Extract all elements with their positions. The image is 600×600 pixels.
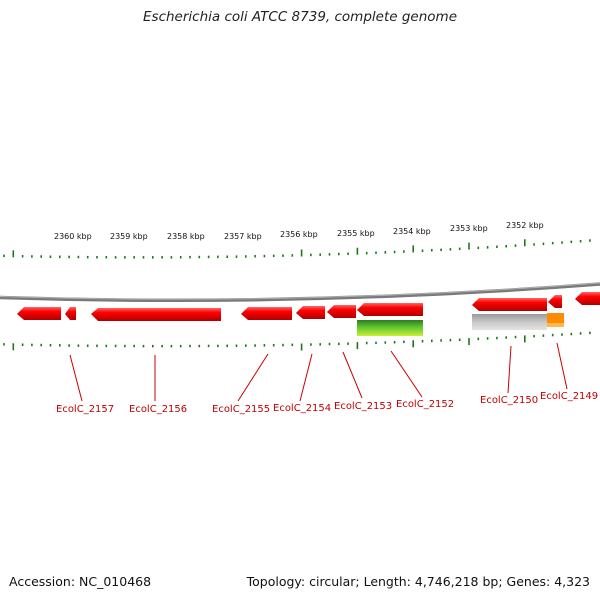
- scale-ticks-top: [3, 239, 591, 259]
- scale-label: 2358 kbp: [167, 232, 205, 241]
- scale-ticks-bottom: [3, 331, 591, 351]
- scale-label: 2353 kbp: [450, 224, 488, 233]
- gene-arrows: [17, 292, 600, 321]
- genome-title: Escherichia coli ATCC 8739, complete gen…: [143, 9, 457, 25]
- gene-arrow[interactable]: [575, 292, 600, 305]
- cds-feature-orange-shade: [547, 323, 564, 327]
- gene-arrow[interactable]: [65, 307, 76, 320]
- gene-label[interactable]: EcolC_2157: [56, 404, 114, 415]
- gene-label-lines: [69, 342, 568, 402]
- gene-label[interactable]: EcolC_2150: [480, 395, 538, 406]
- gene-arrow[interactable]: [472, 298, 547, 311]
- gene-arrow[interactable]: [357, 303, 423, 316]
- cds-feature-grey[interactable]: [472, 314, 547, 330]
- gene-arrow[interactable]: [296, 306, 325, 319]
- gene-label[interactable]: EcolC_2153: [334, 401, 392, 412]
- gene-label[interactable]: EcolC_2156: [129, 404, 187, 415]
- accession-text: Accession: NC_010468: [9, 574, 152, 589]
- gene-label[interactable]: EcolC_2155: [212, 404, 270, 415]
- scale-label: 2356 kbp: [280, 230, 318, 239]
- gene-label[interactable]: EcolC_2149: [540, 391, 598, 402]
- gene-label[interactable]: EcolC_2152: [396, 399, 454, 410]
- gene-arrow[interactable]: [241, 307, 292, 320]
- genome-summary-text: Topology: circular; Length: 4,746,218 bp…: [246, 574, 590, 589]
- scale-label: 2352 kbp: [506, 221, 544, 230]
- scale-label: 2354 kbp: [393, 227, 431, 236]
- scale-label: 2355 kbp: [337, 229, 375, 238]
- gene-arrow[interactable]: [548, 295, 562, 308]
- genome-backbone-highlight: [0, 282, 600, 300]
- gene-arrow[interactable]: [327, 305, 356, 318]
- gene-arrow[interactable]: [17, 307, 61, 320]
- gene-label[interactable]: EcolC_2154: [273, 403, 331, 414]
- cds-feature-green[interactable]: [357, 320, 423, 336]
- scale-label: 2357 kbp: [224, 232, 262, 241]
- genome-backbone: [0, 282, 600, 303]
- gene-arrow[interactable]: [91, 308, 221, 321]
- scale-label: 2359 kbp: [110, 232, 148, 241]
- scale-label: 2360 kbp: [54, 232, 92, 241]
